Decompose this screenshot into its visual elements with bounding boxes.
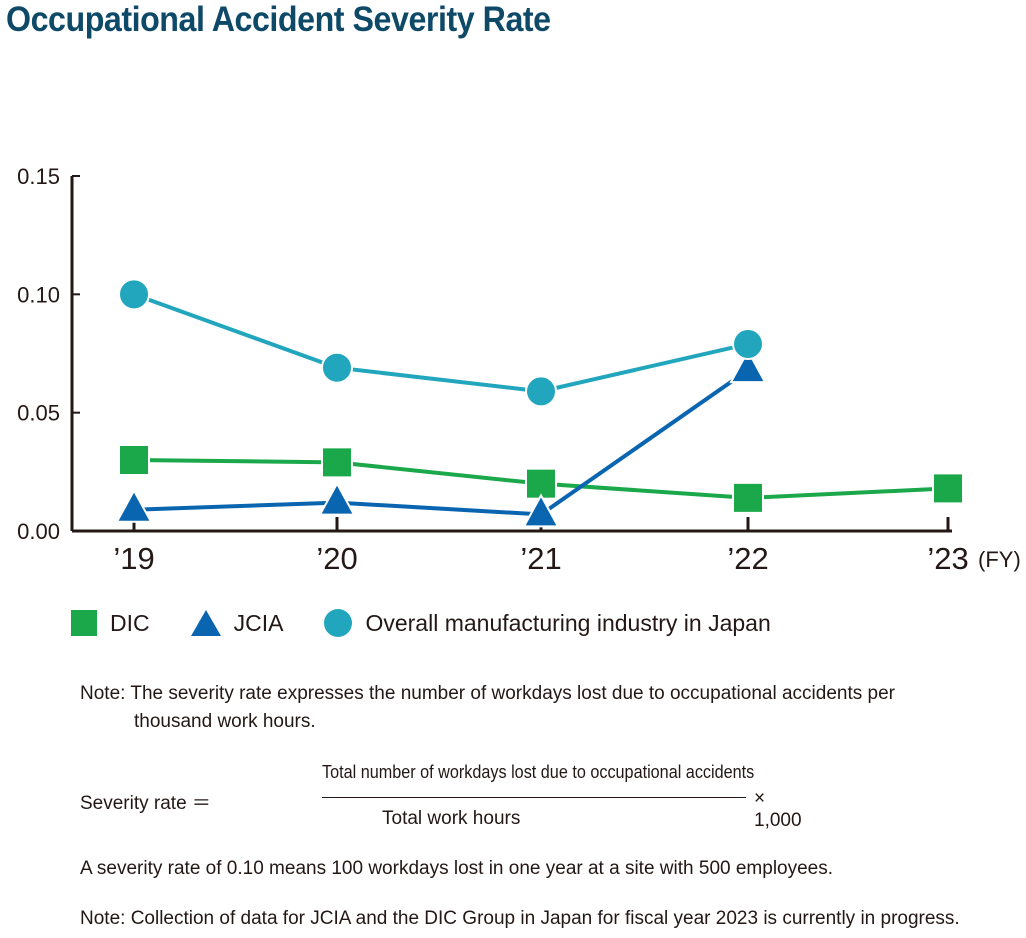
legend-item-dic: DIC bbox=[70, 609, 150, 637]
triangle-marker-icon bbox=[190, 610, 221, 636]
fraction-line bbox=[322, 797, 746, 798]
x-tick-label: ’19 bbox=[113, 541, 154, 576]
x-tick-label: ’23 bbox=[927, 541, 968, 576]
data-point-triangle bbox=[729, 348, 767, 384]
note-example: A severity rate of 0.10 means 100 workda… bbox=[80, 858, 834, 879]
x-tick-label: ’20 bbox=[316, 541, 357, 576]
chart-markers bbox=[115, 278, 964, 528]
page-title: Occupational Accident Severity Rate bbox=[6, 0, 551, 39]
legend-label-manufacturing: Overall manufacturing industry in Japan bbox=[365, 609, 771, 636]
formula-numerator: Total number of workdays lost due to occ… bbox=[322, 762, 755, 782]
formula-denominator: Total work hours bbox=[382, 808, 521, 829]
legend-item-jcia: JCIA bbox=[190, 609, 284, 637]
data-point-triangle bbox=[115, 488, 153, 523]
y-tick-label: 0.00 bbox=[17, 519, 60, 544]
data-point-circle bbox=[321, 351, 353, 384]
legend-label-jcia: JCIA bbox=[233, 609, 284, 636]
series-line-1 bbox=[133, 368, 750, 517]
x-tick-label: ’22 bbox=[727, 541, 768, 576]
formula-multiplier: × 1,000 bbox=[754, 788, 802, 831]
data-point-triangle bbox=[318, 481, 356, 516]
data-point-square bbox=[932, 472, 964, 505]
circle-marker-icon bbox=[324, 609, 353, 637]
data-point-square bbox=[321, 446, 353, 479]
data-point-triangle bbox=[522, 493, 560, 528]
chart-axes bbox=[70, 175, 952, 533]
note-data-collection: Note: Collection of data for JCIA and th… bbox=[80, 908, 960, 929]
x-tick-label: ’21 bbox=[520, 541, 561, 576]
data-point-square bbox=[118, 444, 150, 476]
note-definition-line1: Note: The severity rate expresses the nu… bbox=[80, 683, 895, 704]
chart-labels: 0.15 0.10 0.05 0.00 ’19 ’20 ’21 ’22 ’23 (FY) bbox=[17, 164, 1021, 576]
data-point-circle bbox=[118, 278, 150, 311]
data-point-circle bbox=[732, 328, 764, 361]
line-chart: 0.15 0.10 0.05 0.00 ’19 ’20 ’21 ’22 ’23 (FY) bbox=[17, 164, 1021, 576]
severity-formula: Severity rate ＝ Total number of workdays… bbox=[80, 762, 802, 832]
data-point-circle bbox=[525, 375, 557, 408]
chart-legend: DIC JCIA Overall manufacturing industry … bbox=[70, 606, 811, 640]
x-unit-label: (FY) bbox=[978, 547, 1021, 572]
y-tick-label: 0.15 bbox=[17, 164, 60, 189]
data-point-square bbox=[732, 481, 764, 514]
y-tick-label: 0.10 bbox=[17, 282, 60, 307]
square-marker-icon bbox=[71, 610, 97, 636]
note-definition-line2: thousand work hours. bbox=[134, 711, 316, 732]
legend-item-manufacturing: Overall manufacturing industry in Japan bbox=[323, 608, 771, 638]
formula-lhs: Severity rate ＝ bbox=[80, 793, 211, 814]
y-tick-label: 0.05 bbox=[17, 401, 60, 426]
legend-label-dic: DIC bbox=[110, 609, 150, 636]
series-line-2 bbox=[133, 292, 749, 394]
